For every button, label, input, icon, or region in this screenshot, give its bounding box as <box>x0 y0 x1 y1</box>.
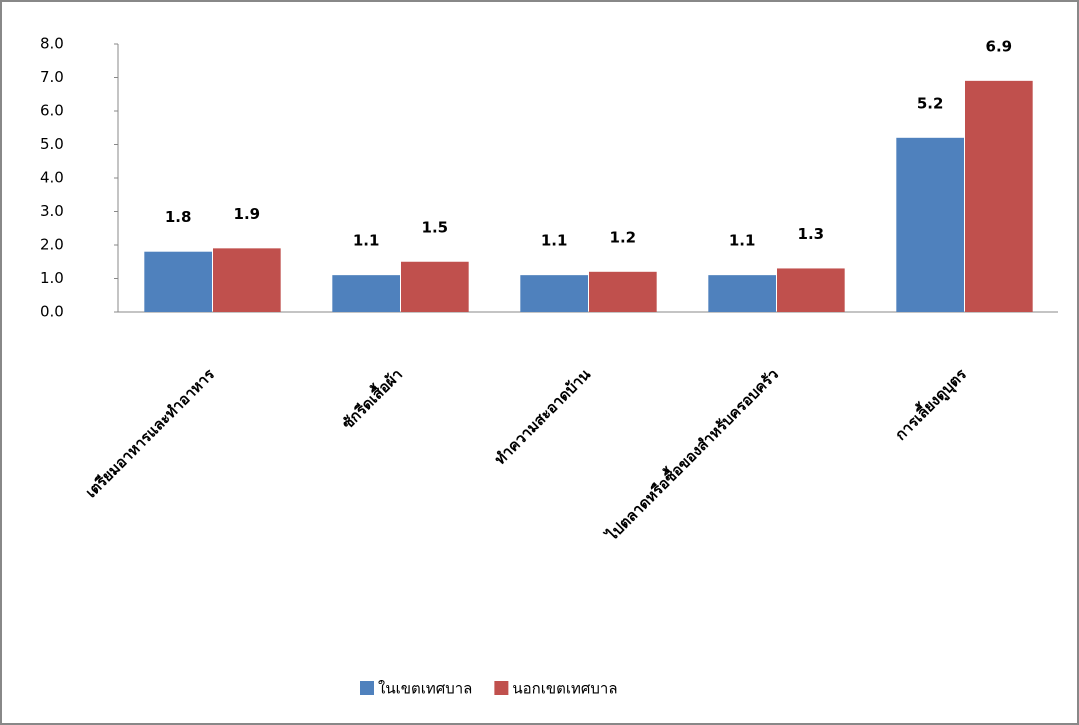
value-label: 1.8 <box>165 208 192 226</box>
value-label: 1.3 <box>798 225 825 243</box>
bar <box>589 271 657 312</box>
value-label: 1.1 <box>353 232 380 250</box>
y-tick-label: 8.0 <box>40 35 64 53</box>
y-tick-label: 6.0 <box>40 102 64 120</box>
y-tick-label: 1.0 <box>40 269 64 287</box>
bar <box>965 80 1033 312</box>
legend-label: ในเขตเทศบาล <box>378 680 472 698</box>
legend-swatch <box>494 681 509 695</box>
legend-swatch <box>360 681 374 695</box>
bar <box>401 261 469 312</box>
bar <box>213 248 281 312</box>
value-label: 6.9 <box>986 37 1013 55</box>
value-label: 1.9 <box>234 205 261 223</box>
value-label: 1.1 <box>541 232 568 250</box>
value-label: 1.1 <box>729 232 756 250</box>
bar <box>332 275 400 312</box>
legend-label: นอกเขตเทศบาล <box>512 680 617 698</box>
y-tick-label: 0.0 <box>40 303 64 321</box>
value-label: 1.2 <box>610 228 637 246</box>
y-tick-label: 5.0 <box>40 135 64 153</box>
bar <box>708 275 776 312</box>
y-tick-label: 2.0 <box>40 236 64 254</box>
y-tick-label: 7.0 <box>40 68 64 86</box>
y-tick-label: 4.0 <box>40 169 64 187</box>
bar <box>520 275 588 312</box>
y-tick-label: 3.0 <box>40 202 64 220</box>
bar <box>144 251 212 312</box>
bar <box>896 137 964 312</box>
value-label: 5.2 <box>917 94 944 112</box>
value-label: 1.5 <box>422 218 449 236</box>
bar <box>777 268 845 312</box>
